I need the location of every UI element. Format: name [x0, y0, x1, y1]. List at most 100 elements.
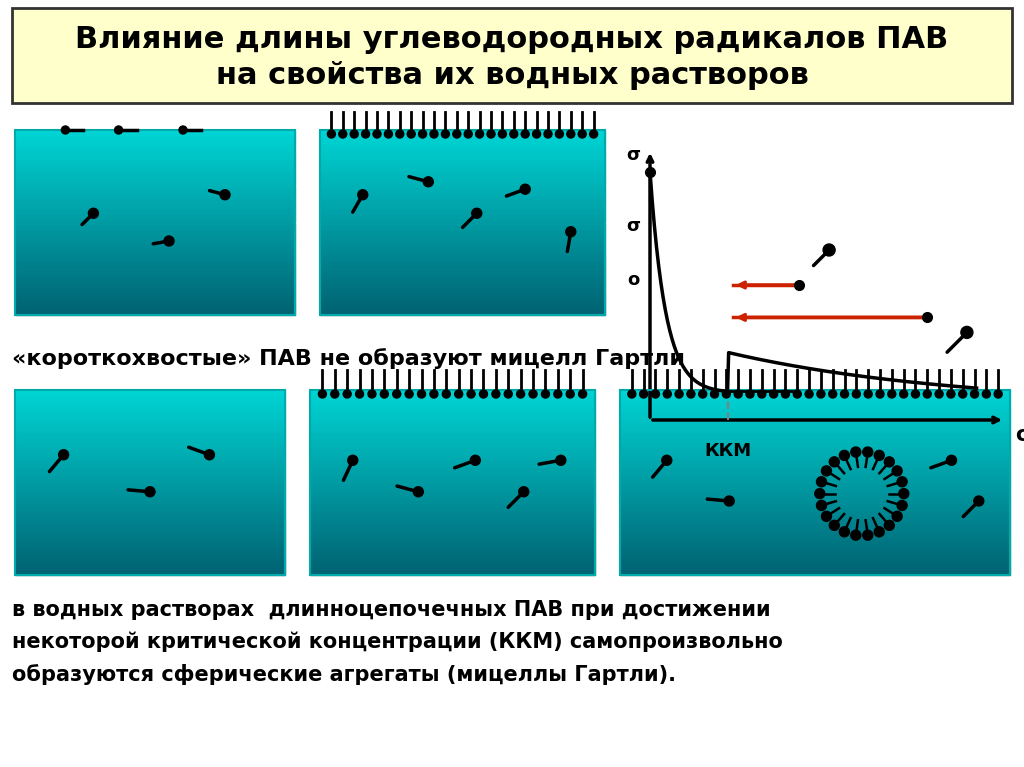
Bar [319, 311, 605, 315]
Bar [310, 497, 595, 501]
Bar [15, 152, 295, 156]
Bar [620, 401, 1010, 405]
Bar [310, 557, 595, 560]
Bar [310, 571, 595, 575]
Bar [15, 538, 285, 542]
Circle shape [579, 130, 586, 138]
Circle shape [472, 209, 481, 219]
Circle shape [958, 390, 967, 398]
Circle shape [900, 390, 907, 398]
Circle shape [982, 390, 990, 398]
Bar [15, 390, 285, 393]
Bar [310, 412, 595, 416]
Text: некоторой критической концентрации (ККМ) самопроизвольно: некоторой критической концентрации (ККМ)… [12, 632, 783, 653]
Bar [319, 212, 605, 215]
Bar [310, 515, 595, 519]
Bar [15, 468, 285, 472]
Circle shape [384, 130, 392, 138]
Circle shape [318, 390, 327, 398]
Circle shape [675, 390, 683, 398]
Bar [15, 289, 295, 293]
Circle shape [567, 130, 574, 138]
Bar [620, 564, 1010, 568]
Bar [319, 163, 605, 167]
Bar [15, 409, 285, 412]
Circle shape [892, 466, 902, 476]
Circle shape [664, 390, 672, 398]
Bar [15, 427, 285, 431]
Bar [310, 405, 595, 409]
Bar [620, 412, 1010, 416]
Bar [15, 412, 285, 416]
Bar [310, 449, 595, 453]
Bar [319, 186, 605, 189]
Bar [15, 545, 285, 549]
Text: ККМ: ККМ [705, 442, 752, 460]
Bar [15, 278, 295, 281]
Circle shape [357, 189, 368, 199]
Circle shape [348, 456, 357, 466]
Circle shape [829, 520, 840, 530]
Bar [15, 160, 295, 163]
Bar [319, 178, 605, 182]
Circle shape [556, 456, 566, 466]
Circle shape [885, 520, 894, 530]
Bar [15, 549, 285, 553]
Bar [620, 409, 1010, 412]
Bar [15, 442, 285, 446]
Circle shape [517, 390, 524, 398]
Bar [620, 423, 1010, 427]
Circle shape [722, 390, 730, 398]
Circle shape [971, 390, 979, 398]
Bar [310, 512, 595, 515]
Circle shape [711, 390, 719, 398]
Bar [15, 568, 285, 571]
Circle shape [88, 209, 98, 219]
Bar [310, 401, 595, 405]
Circle shape [380, 390, 388, 398]
Bar [15, 204, 295, 208]
Bar [15, 472, 285, 475]
Bar [15, 401, 285, 405]
Bar [15, 535, 285, 538]
Bar [15, 208, 295, 212]
Circle shape [566, 227, 575, 237]
Bar [15, 497, 285, 501]
Bar [15, 486, 285, 490]
Bar [15, 393, 285, 397]
Bar [319, 215, 605, 219]
Bar [620, 542, 1010, 545]
Bar [620, 512, 1010, 515]
Bar [620, 549, 1010, 553]
Bar [319, 133, 605, 137]
Bar [319, 222, 605, 226]
Bar [319, 208, 605, 212]
Bar [15, 130, 295, 133]
Bar [620, 482, 1010, 486]
Bar [319, 189, 605, 193]
Bar [319, 130, 605, 133]
Bar [310, 527, 595, 531]
Bar [319, 300, 605, 304]
Bar [15, 196, 295, 200]
Bar [620, 397, 1010, 401]
Bar [15, 275, 295, 278]
Circle shape [770, 390, 777, 398]
Bar [15, 145, 295, 149]
Circle shape [220, 189, 230, 199]
Bar [319, 252, 605, 256]
Bar [310, 486, 595, 490]
Bar [15, 431, 285, 434]
Circle shape [924, 390, 931, 398]
Bar [15, 245, 295, 249]
Text: на свойства их водных растворов: на свойства их водных растворов [216, 61, 808, 91]
Bar [15, 189, 295, 193]
Bar [319, 241, 605, 245]
Bar [310, 535, 595, 538]
Bar [15, 560, 285, 564]
Bar [15, 405, 285, 409]
Bar [620, 464, 1010, 468]
Bar [319, 141, 605, 145]
Circle shape [863, 447, 872, 457]
Bar [15, 449, 285, 453]
